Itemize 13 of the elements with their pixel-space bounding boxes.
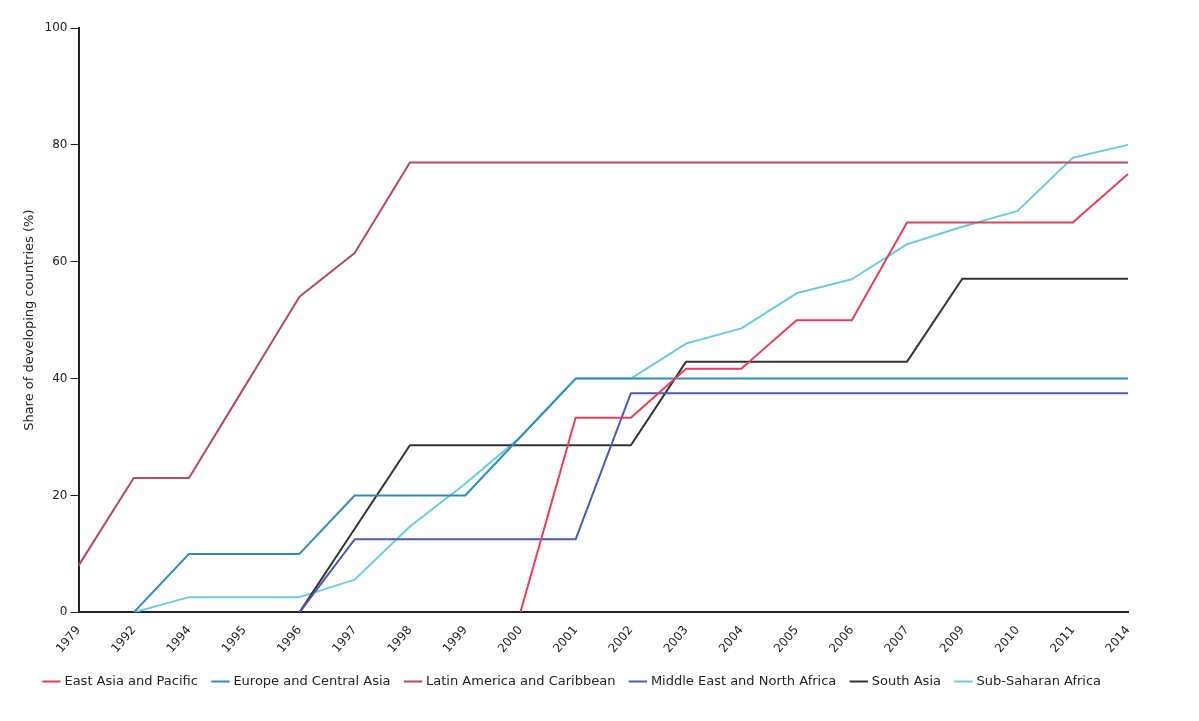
y-tick-label: 20 xyxy=(52,487,68,502)
y-tick-label: 60 xyxy=(52,253,68,268)
legend-label: East Asia and Pacific xyxy=(64,672,198,688)
y-tick-label: 80 xyxy=(52,136,68,151)
y-axis-title: Share of developing countries (%) xyxy=(21,209,37,431)
legend-label: Europe and Central Asia xyxy=(233,672,391,688)
y-tick-label: 40 xyxy=(52,370,68,385)
y-tick-label: 0 xyxy=(59,604,68,619)
legend-label: Middle East and North Africa xyxy=(650,672,837,688)
y-tick-label: 100 xyxy=(44,20,68,35)
legend-label: Sub-Saharan Africa xyxy=(976,672,1102,688)
legend-label: South Asia xyxy=(871,672,941,688)
legend-label: Latin America and Caribbean xyxy=(426,672,616,688)
